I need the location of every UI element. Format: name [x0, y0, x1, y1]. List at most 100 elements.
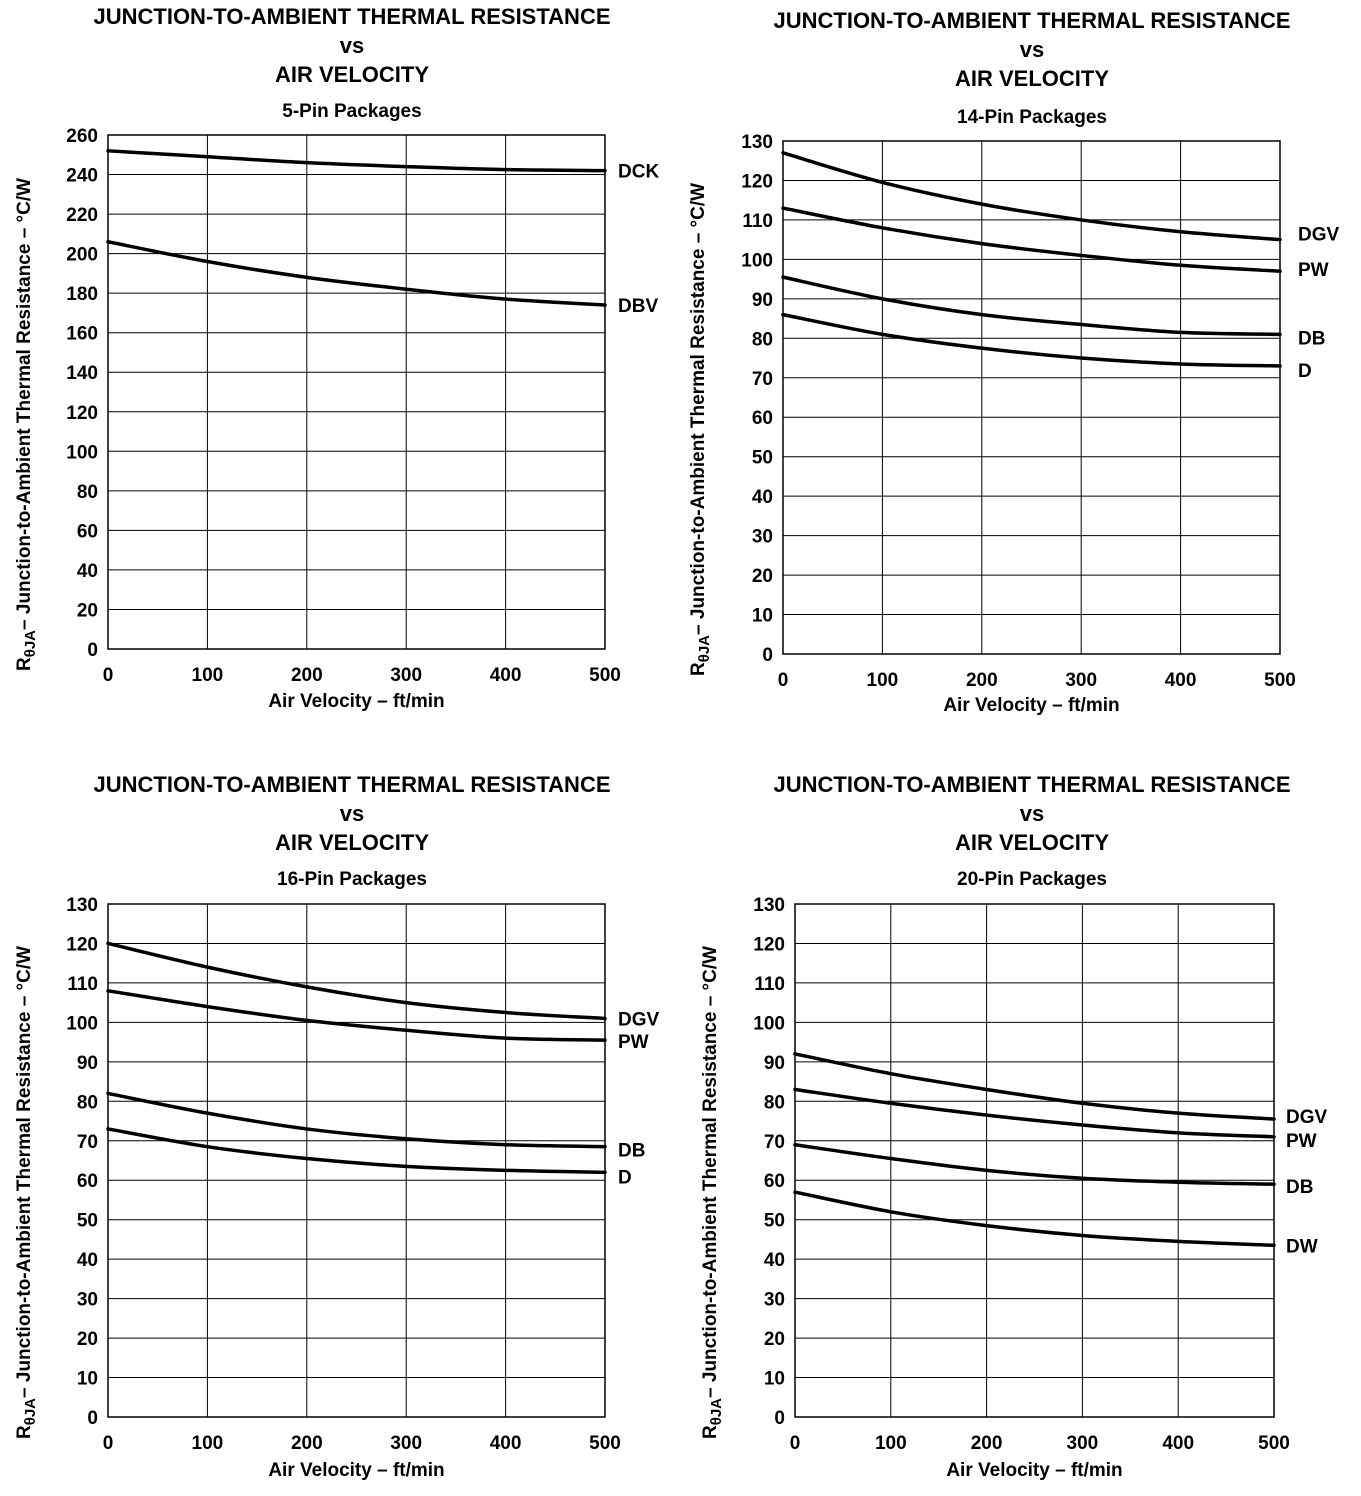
- y-tick-label: 90: [752, 290, 773, 311]
- x-tick-label: 100: [192, 1433, 224, 1454]
- y-tick-label: 80: [77, 482, 98, 503]
- y-tick-label: 130: [753, 895, 785, 916]
- y-tick-label: 110: [67, 974, 98, 995]
- x-tick-label: 0: [790, 1433, 801, 1454]
- x-tick-label: 300: [390, 1433, 422, 1454]
- y-tick-label: 50: [752, 448, 773, 469]
- chart-title-line: JUNCTION-TO-AMBIENT THERMAL RESISTANCE: [93, 4, 611, 29]
- series-line-dw: [793, 1190, 1276, 1248]
- x-tick-label: 200: [291, 1433, 323, 1454]
- x-tick-label: 400: [490, 1433, 522, 1454]
- x-tick-label: 500: [589, 1433, 621, 1454]
- series-label-d: D: [618, 1167, 632, 1188]
- y-tick-label: 140: [66, 363, 98, 384]
- x-axis-label: Air Velocity – ft/min: [268, 1460, 445, 1481]
- series-line-pw: [781, 206, 1282, 273]
- x-tick-label: 300: [1067, 1433, 1099, 1454]
- y-tick-label: 70: [77, 1132, 98, 1153]
- y-tick-label: 100: [741, 250, 773, 271]
- series-line-db: [781, 275, 1282, 337]
- x-tick-label: 300: [390, 665, 422, 686]
- series-label-dgv: DGV: [1286, 1107, 1328, 1128]
- y-tick-label: 240: [66, 166, 98, 187]
- y-axis-label-subscript: θJA: [708, 1397, 725, 1426]
- y-axis-label-subscript: θJA: [22, 1397, 39, 1426]
- x-tick-label: 0: [103, 1433, 114, 1454]
- series-line-pw: [793, 1087, 1276, 1139]
- y-tick-label: 30: [752, 527, 773, 548]
- y-axis-label: RθJA– Junction-to-Ambient Thermal Resist…: [700, 945, 725, 1439]
- chart-title-line: JUNCTION-TO-AMBIENT THERMAL RESISTANCE: [773, 772, 1291, 797]
- series-line-d: [781, 312, 1282, 368]
- plot-frame: [107, 134, 606, 650]
- y-tick-label: 160: [66, 324, 98, 345]
- y-tick-label: 10: [752, 606, 773, 627]
- series-line-dgv: [781, 151, 1282, 242]
- series-label-pw: PW: [1286, 1131, 1317, 1152]
- x-tick-label: 100: [875, 1433, 907, 1454]
- y-tick-label: 80: [752, 329, 773, 350]
- x-axis-label: Air Velocity – ft/min: [946, 1460, 1123, 1481]
- y-axis-label: RθJA– Junction-to-Ambient Thermal Resist…: [14, 177, 39, 671]
- x-axis-label: Air Velocity – ft/min: [943, 695, 1120, 716]
- y-tick-label: 40: [77, 561, 98, 582]
- y-axis-label: RθJA– Junction-to-Ambient Thermal Resist…: [688, 182, 713, 676]
- plot-frame: [107, 903, 606, 1418]
- x-tick-label: 200: [966, 670, 998, 691]
- y-tick-label: 130: [741, 132, 773, 153]
- y-tick-label: 0: [762, 645, 773, 666]
- chart-subtitle: 5-Pin Packages: [282, 101, 422, 122]
- y-tick-label: 200: [66, 245, 98, 266]
- y-tick-label: 0: [774, 1408, 785, 1429]
- y-tick-label: 60: [77, 1171, 98, 1192]
- y-tick-label: 220: [66, 205, 98, 226]
- y-tick-label: 80: [764, 1092, 785, 1113]
- series-line-db: [106, 1091, 607, 1149]
- series-label-db: DB: [618, 1141, 645, 1162]
- y-tick-label: 260: [66, 126, 98, 147]
- series-label-d: D: [1298, 361, 1312, 382]
- chart-title-line: AIR VELOCITY: [274, 830, 429, 855]
- y-tick-label: 60: [764, 1171, 785, 1192]
- y-tick-label: 60: [77, 521, 98, 542]
- chart-title-line: AIR VELOCITY: [954, 66, 1109, 91]
- y-tick-label: 120: [741, 171, 773, 192]
- chart-subtitle: 20-Pin Packages: [957, 869, 1107, 890]
- series-label-pw: PW: [1298, 260, 1329, 281]
- series-line-dbv: [106, 240, 607, 307]
- chart-title-line: vs: [1019, 801, 1045, 826]
- y-tick-label: 0: [87, 640, 98, 661]
- y-tick-label: 30: [764, 1290, 785, 1311]
- x-tick-label: 500: [1264, 670, 1296, 691]
- chart-title-line: JUNCTION-TO-AMBIENT THERMAL RESISTANCE: [773, 8, 1291, 33]
- x-tick-label: 200: [971, 1433, 1003, 1454]
- chart-title-line: vs: [1019, 37, 1045, 62]
- y-tick-label: 20: [764, 1329, 785, 1350]
- y-tick-label: 40: [752, 487, 773, 508]
- y-tick-label: 100: [753, 1013, 785, 1034]
- y-tick-label: 40: [764, 1250, 785, 1271]
- y-tick-label: 70: [764, 1132, 785, 1153]
- x-tick-label: 400: [1162, 1433, 1194, 1454]
- series-label-db: DB: [1286, 1177, 1313, 1198]
- x-tick-label: 300: [1065, 670, 1097, 691]
- y-tick-label: 0: [87, 1408, 98, 1429]
- y-tick-label: 120: [753, 934, 785, 955]
- chart-title-line: AIR VELOCITY: [954, 830, 1109, 855]
- y-tick-label: 180: [66, 284, 98, 305]
- series-label-dck: DCK: [618, 162, 659, 183]
- x-tick-label: 400: [1165, 670, 1197, 691]
- series-label-db: DB: [1298, 328, 1325, 349]
- y-tick-label: 90: [764, 1053, 785, 1074]
- y-tick-label: 110: [754, 974, 785, 995]
- y-tick-label: 110: [742, 211, 773, 232]
- chart-subtitle: 14-Pin Packages: [957, 107, 1107, 128]
- chart-title-line: vs: [339, 33, 365, 58]
- series-line-dgv: [793, 1052, 1276, 1121]
- y-tick-label: 20: [77, 600, 98, 621]
- series-label-dbv: DBV: [618, 296, 658, 317]
- x-tick-label: 100: [192, 665, 224, 686]
- chart-title-line: vs: [339, 801, 365, 826]
- y-tick-label: 40: [77, 1250, 98, 1271]
